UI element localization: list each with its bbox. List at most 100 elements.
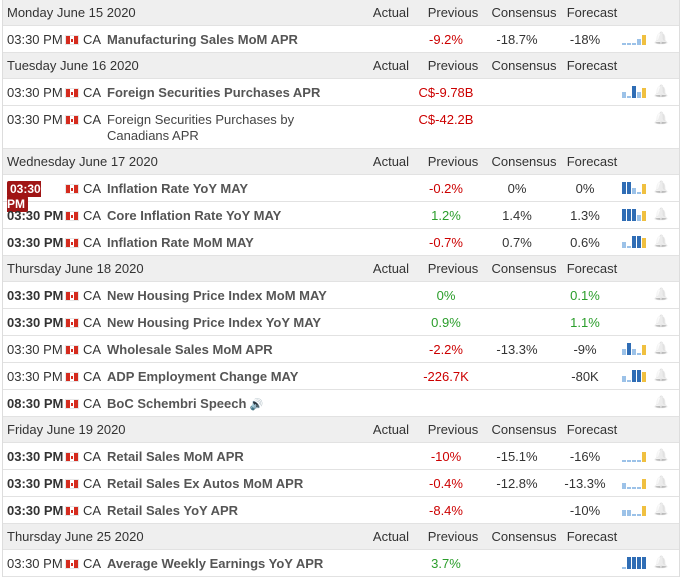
event-name-cell[interactable]: Retail Sales Ex Autos MoM APR [107, 470, 358, 492]
sparkline-bar [622, 92, 626, 98]
event-row[interactable]: 03:30 PM CA New Housing Price Index MoM MA… [3, 282, 679, 309]
event-name-link[interactable]: New Housing Price Index YoY MAY [107, 315, 322, 330]
event-name-link[interactable]: Retail Sales YoY APR [107, 503, 239, 518]
event-name-cell[interactable]: New Housing Price Index YoY MAY [107, 309, 358, 331]
event-name-cell[interactable]: Retail Sales MoM APR [107, 443, 358, 465]
event-name-cell[interactable]: Core Inflation Rate YoY MAY [107, 202, 358, 224]
event-sparkline[interactable] [618, 470, 650, 489]
event-name-link[interactable]: New Housing Price Index MoM MAY [107, 288, 327, 303]
event-name-link[interactable]: Foreign Securities Purchases by Canadian… [107, 112, 295, 143]
canada-flag-icon [65, 336, 83, 358]
event-row[interactable]: 03:30 PM CA Average Weekly Earnings YoY AP… [3, 550, 679, 577]
event-sparkline[interactable] [618, 79, 650, 98]
alert-bell-icon[interactable]: 🔔 [653, 368, 669, 382]
alert-bell-icon[interactable]: 🔔 [653, 287, 669, 301]
event-sparkline[interactable] [618, 175, 650, 194]
sparkline-chart[interactable] [622, 502, 646, 516]
event-name-cell[interactable]: Manufacturing Sales MoM APR [107, 26, 358, 48]
event-sparkline[interactable] [618, 309, 650, 314]
event-sparkline[interactable] [618, 202, 650, 221]
event-actual [358, 336, 410, 342]
alert-bell-icon[interactable]: 🔔 [653, 84, 669, 98]
sparkline-chart[interactable] [622, 234, 646, 248]
event-sparkline[interactable] [618, 26, 650, 45]
event-consensus [482, 497, 552, 503]
sparkline-chart[interactable] [622, 475, 646, 489]
event-row[interactable]: 03:30 PM CA Inflation Rate MoM MAY -0.7% 0.7… [3, 229, 679, 256]
sparkline-chart[interactable] [622, 448, 646, 462]
event-sparkline[interactable] [618, 390, 650, 395]
event-row[interactable]: 03:30 PM CA Foreign Securities Purchases A… [3, 79, 679, 106]
sparkline-chart[interactable] [622, 555, 646, 569]
sparkline-chart[interactable] [622, 368, 646, 382]
alert-bell-icon[interactable]: 🔔 [653, 502, 669, 516]
event-sparkline[interactable] [618, 443, 650, 462]
event-row[interactable]: 03:30 PM CA Wholesale Sales MoM APR -2.2% -1… [3, 336, 679, 363]
sparkline-chart[interactable] [622, 341, 646, 355]
alert-bell-icon[interactable]: 🔔 [653, 314, 669, 328]
event-name-cell[interactable]: Inflation Rate YoY MAY [107, 175, 358, 197]
event-sparkline[interactable] [618, 363, 650, 382]
event-name-cell[interactable]: ADP Employment Change MAY [107, 363, 358, 385]
event-name-cell[interactable]: Inflation Rate MoM MAY [107, 229, 358, 251]
event-name-cell[interactable]: New Housing Price Index MoM MAY [107, 282, 358, 304]
event-sparkline[interactable] [618, 282, 650, 287]
event-time: 03:30 PM [3, 363, 65, 384]
alert-bell-icon[interactable]: 🔔 [653, 395, 669, 409]
alert-bell-icon[interactable]: 🔔 [653, 31, 669, 45]
event-name-link[interactable]: Retail Sales MoM APR [107, 449, 244, 464]
alert-bell-icon[interactable]: 🔔 [653, 475, 669, 489]
event-row[interactable]: 08:30 PM CA BoC Schembri Speech 🔊 🔔 [3, 390, 679, 417]
event-row[interactable]: 03:30 PM CA New Housing Price Index YoY MA… [3, 309, 679, 336]
event-name-cell[interactable]: Retail Sales YoY APR [107, 497, 358, 519]
event-name-link[interactable]: Inflation Rate YoY MAY [107, 181, 249, 196]
alert-bell-icon[interactable]: 🔔 [653, 341, 669, 355]
alert-bell-icon[interactable]: 🔔 [653, 180, 669, 194]
event-actual [358, 390, 410, 396]
sparkline-chart[interactable] [622, 31, 646, 45]
event-name-link[interactable]: Retail Sales Ex Autos MoM APR [107, 476, 304, 491]
event-row[interactable]: 03:30 PM CA Inflation Rate YoY MAY -0.2% 0% 0… [3, 175, 679, 212]
event-row[interactable]: 03:30 PM CA Retail Sales YoY APR -8.4% -10% 🔔 [3, 497, 679, 524]
event-sparkline[interactable] [618, 550, 650, 569]
event-row[interactable]: 03:30 PM CA ADP Employment Change MAY -226.… [3, 363, 679, 390]
event-name-link[interactable]: Wholesale Sales MoM APR [107, 342, 273, 357]
sparkline-chart[interactable] [622, 84, 646, 98]
alert-bell-icon[interactable]: 🔔 [653, 555, 669, 569]
event-actual [358, 309, 410, 315]
sparkline-bar [632, 43, 636, 45]
event-name-link[interactable]: Core Inflation Rate YoY MAY [107, 208, 282, 223]
event-name-link[interactable]: Foreign Securities Purchases APR [107, 85, 321, 100]
event-sparkline[interactable] [618, 336, 650, 355]
event-name-link[interactable]: BoC Schembri Speech [107, 396, 247, 411]
event-name-cell[interactable]: Wholesale Sales MoM APR [107, 336, 358, 358]
event-name-link[interactable]: ADP Employment Change MAY [107, 369, 299, 384]
event-row[interactable]: 03:30 PM CA Core Inflation Rate YoY MAY 1.2… [3, 202, 679, 229]
sparkline-bar [637, 92, 641, 98]
event-consensus [482, 550, 552, 556]
event-name-cell[interactable]: Average Weekly Earnings YoY APR [107, 550, 358, 572]
event-row[interactable]: 03:30 PM CA Manufacturing Sales MoM APR -9.… [3, 26, 679, 53]
sparkline-chart[interactable] [622, 180, 646, 194]
alert-bell-icon[interactable]: 🔔 [653, 111, 669, 125]
event-name-link[interactable]: Manufacturing Sales MoM APR [107, 32, 298, 47]
day-header: Thursday June 25 2020 Actual Previous Conse… [3, 524, 679, 550]
alert-bell-icon[interactable]: 🔔 [653, 234, 669, 248]
event-row[interactable]: 03:30 PM CA Foreign Securities Purchases b… [3, 106, 679, 149]
event-name-cell[interactable]: Foreign Securities Purchases APR [107, 79, 358, 101]
event-name-link[interactable]: Inflation Rate MoM MAY [107, 235, 254, 250]
alert-bell-icon[interactable]: 🔔 [653, 448, 669, 462]
event-name-link[interactable]: Average Weekly Earnings YoY APR [107, 556, 324, 571]
sparkline-chart[interactable] [622, 207, 646, 221]
sparkline-bar [637, 460, 641, 462]
alert-bell-icon[interactable]: 🔔 [653, 207, 669, 221]
flag-shape [65, 559, 79, 569]
event-name-cell[interactable]: BoC Schembri Speech 🔊 [107, 390, 358, 413]
event-name-cell[interactable]: Foreign Securities Purchases by Canadian… [107, 106, 358, 144]
event-sparkline[interactable] [618, 106, 650, 111]
speaker-icon: 🔊 [246, 399, 264, 411]
event-sparkline[interactable] [618, 229, 650, 248]
event-sparkline[interactable] [618, 497, 650, 516]
event-row[interactable]: 03:30 PM CA Retail Sales MoM APR -10% -15.1%… [3, 443, 679, 470]
event-row[interactable]: 03:30 PM CA Retail Sales Ex Autos MoM APR -… [3, 470, 679, 497]
